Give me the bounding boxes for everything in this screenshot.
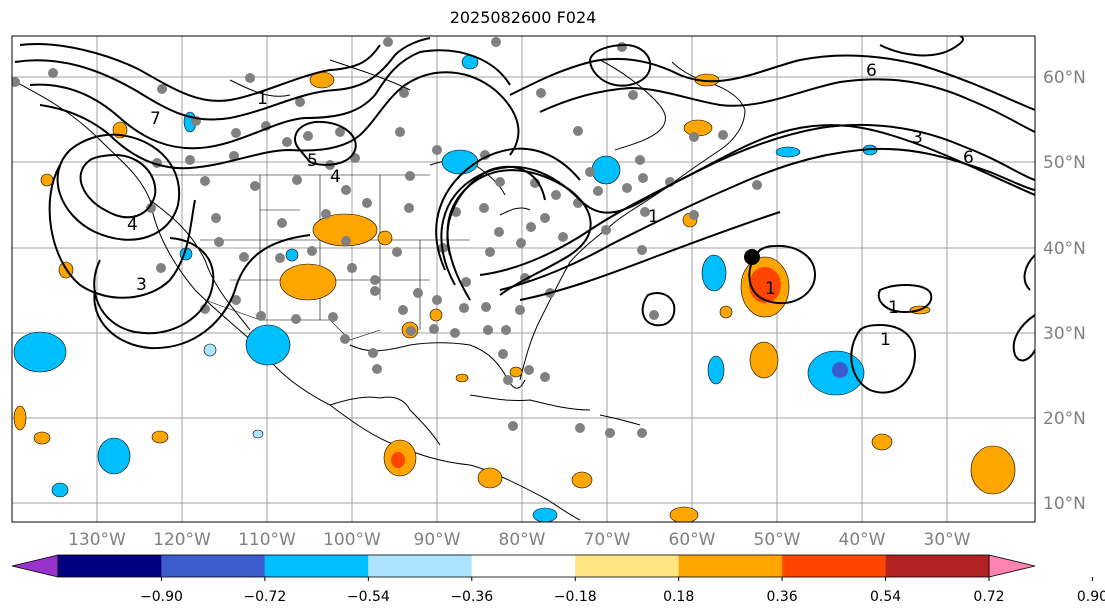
positive-anomalies (13, 71, 1016, 522)
colorbar-tick-label: 0.90 (1077, 589, 1105, 605)
colorbar-tick-label: 0.18 (663, 589, 694, 605)
colorbar-segment (885, 555, 989, 577)
colorbar-tick-label: −0.36 (450, 589, 493, 605)
contour-label: 4 (330, 167, 341, 187)
colorbar-tick-label: −0.54 (347, 589, 390, 605)
lon-label: 130°W (68, 530, 126, 550)
lon-label: 50°W (754, 530, 801, 550)
lat-label: 30°N (1043, 324, 1086, 344)
contour-label: 6 (866, 61, 877, 81)
colorbar-tick-label: 0.36 (767, 589, 798, 605)
lon-label: 110°W (238, 530, 296, 550)
colorbar-segment (368, 555, 472, 577)
lat-label: 20°N (1043, 409, 1086, 429)
contour-label: 1 (888, 298, 899, 318)
storm-center-marker (744, 249, 760, 265)
colorbar-tick-label: −0.18 (554, 589, 597, 605)
contour-label: 1 (880, 330, 891, 350)
lat-label: 10°N (1043, 494, 1086, 514)
contour-label: 1 (648, 207, 659, 227)
contour-label: 1 (765, 279, 776, 299)
lat-label: 40°N (1043, 239, 1086, 259)
lon-label: 100°W (323, 530, 381, 550)
colorbar-arrow-left (11, 554, 59, 578)
contour-label: 3 (912, 128, 923, 148)
lon-label: 70°W (584, 530, 631, 550)
graticule (12, 36, 1035, 522)
contour-label: 5 (307, 151, 318, 171)
negative-anomalies (13, 54, 878, 522)
colorbar-border (57, 554, 990, 578)
lon-label: 120°W (153, 530, 211, 550)
colorbar: −0.90 −0.72 −0.54 −0.36 −0.18 0.18 0.36 0.54 0.7… (11, 554, 1105, 605)
colorbar-segment (471, 555, 576, 577)
colorbar-segment (161, 555, 265, 577)
contour-label: 3 (136, 275, 147, 295)
contours (14, 36, 1035, 394)
contour-label: 1 (257, 89, 268, 109)
colorbar-tick-label: −0.90 (140, 589, 183, 605)
colorbar-arrow-right (988, 554, 1036, 578)
lat-label: 50°N (1043, 153, 1086, 173)
contour-label: 7 (150, 109, 161, 129)
colorbar-segment (782, 555, 886, 577)
contour-labels: 1 1 1 1 1 3 3 4 4 5 6 6 7 (127, 61, 974, 350)
colorbar-tick-label: −0.72 (243, 589, 286, 605)
colorbar-segment (678, 555, 783, 577)
lon-label: 90°W (414, 530, 461, 550)
colorbar-segment (264, 555, 369, 577)
contour-label: 6 (963, 148, 974, 168)
latitude-labels: 60°N 50°N 40°N 30°N 20°N 10°N (1043, 68, 1086, 514)
map-frame (11, 35, 1036, 523)
colorbar-tick-label: 0.72 (973, 589, 1004, 605)
contour-label: 4 (127, 215, 138, 235)
colorbar-segment (575, 555, 679, 577)
lon-label: 60°W (669, 530, 716, 550)
colorbar-segment (58, 555, 162, 577)
station-markers (12, 37, 762, 438)
colorbar-tick-label: 0.54 (870, 589, 901, 605)
lat-label: 60°N (1043, 68, 1086, 88)
lon-label: 80°W (499, 530, 546, 550)
lon-label: 40°W (839, 530, 886, 550)
longitude-labels: 130°W 120°W 110°W 100°W 90°W 80°W 70°W 6… (68, 530, 971, 550)
lon-label: 30°W (924, 530, 971, 550)
map-title: 2025082600 F024 (449, 8, 597, 27)
